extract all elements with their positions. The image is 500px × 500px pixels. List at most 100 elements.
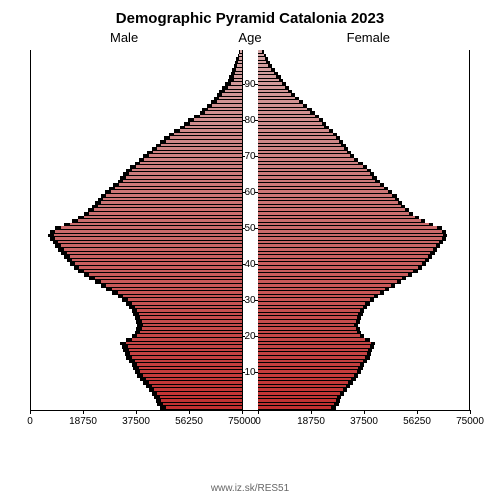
female-bar [258,72,274,75]
female-bar [258,162,358,165]
female-bar [258,306,363,309]
male-bar [136,165,242,168]
male-bar [123,295,242,298]
female-bar [258,115,315,118]
x-tick [258,410,259,414]
plot-area: 1020304050607080907500005625018750375003… [30,40,470,440]
male-bar [235,72,242,75]
female-bar [258,298,370,301]
y-tick [242,336,245,337]
male-bar [144,158,242,161]
female-bar [258,68,271,71]
male-bar [95,277,242,280]
male-bar [132,169,242,172]
y-tick [242,372,245,373]
male-bar [166,406,242,409]
female-bar [258,226,437,229]
male-bar [132,302,242,305]
male-bar [140,370,242,373]
male-bar [149,154,242,157]
male-bar [84,270,242,273]
female-bar [258,313,358,316]
male-bar [157,147,242,150]
male-bar [64,248,242,251]
x-tick-label: 75000 [228,416,256,427]
x-tick-label: 18750 [297,416,325,427]
y-tick [255,156,258,157]
male-bar [137,363,242,366]
female-bar [258,212,409,215]
male-bar [208,108,242,111]
male-bar [174,133,242,136]
male-bar [129,349,242,352]
male-bar [67,252,242,255]
female-bar [258,108,307,111]
y-tick [255,120,258,121]
female-bar [258,352,367,355]
x-tick-label: 0 [255,416,261,427]
chart-area: 1020304050607080907500005625018750375003… [30,40,470,440]
female-bar [258,277,402,280]
male-bar [132,338,242,341]
male-bar [128,345,242,348]
male-bar [238,61,242,64]
female-bar [258,381,348,384]
female-bar [258,324,354,327]
female-bar [258,147,344,150]
male-bar [161,144,242,147]
female-bar [258,331,357,334]
male-bar [98,205,242,208]
male-bar [239,57,242,60]
attribution-text: www.iz.sk/RES51 [0,483,500,494]
male-bar [139,313,242,316]
y-tick [255,372,258,373]
male-bar [160,396,242,399]
x-tick-label: 37500 [122,416,150,427]
male-bar [140,316,242,319]
x-tick-label: 18750 [69,416,97,427]
female-bar [258,342,371,345]
male-bar [132,356,242,359]
female-bar [258,378,351,381]
female-bar [258,133,333,136]
female-bar [258,288,385,291]
male-bar [135,306,242,309]
male-bar [190,122,242,125]
female-bar [258,302,365,305]
male-bar [236,68,242,71]
female-bar [258,327,356,330]
female-bar [258,97,295,100]
male-bar [217,100,242,103]
female-bar [258,93,291,96]
female-bar [258,169,367,172]
female-bar [258,86,285,89]
female-bar [258,280,397,283]
right-outer-axis [469,50,470,410]
female-bar [258,75,276,78]
female-bar [258,241,439,244]
female-bar [258,111,310,114]
female-bar [258,255,428,258]
female-bar [258,273,408,276]
male-bar [153,151,242,154]
male-bar [240,50,242,53]
female-bar [258,334,360,337]
male-bar [237,64,242,67]
female-bar [258,176,372,179]
female-bar [258,172,370,175]
female-bar [258,349,368,352]
female-bar [258,320,356,323]
chart-title: Demographic Pyramid Catalonia 2023 [0,10,500,27]
male-bar [89,273,242,276]
male-bar [194,118,242,121]
female-bar [258,122,322,125]
female-bar [258,270,413,273]
female-bar [258,136,336,139]
male-bar [115,187,242,190]
x-tick-label: 56250 [175,416,203,427]
female-bar [258,50,262,53]
male-bar [79,266,242,269]
female-bar [258,54,264,57]
female-bar [258,367,358,370]
female-bar [258,309,360,312]
